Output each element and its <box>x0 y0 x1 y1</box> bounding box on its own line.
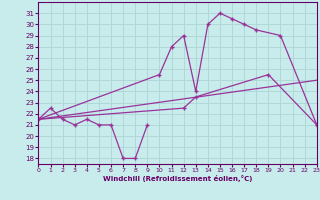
X-axis label: Windchill (Refroidissement éolien,°C): Windchill (Refroidissement éolien,°C) <box>103 175 252 182</box>
